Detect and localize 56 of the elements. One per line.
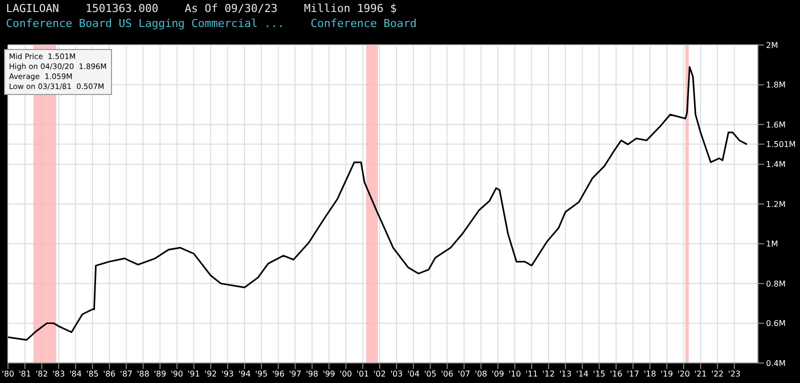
x-tick-label: '97	[288, 370, 302, 379]
chart-subtitle: Conference Board US Lagging Commercial ... Conference Board	[5, 17, 418, 31]
y-tick-label: 1.501M	[766, 140, 796, 150]
x-tick-label: '95	[255, 370, 268, 379]
x-tick-label: '17	[626, 370, 640, 379]
chart-title: LAGILOAN 1501363.000 As Of 09/30/23 Million 1996 $	[5, 1, 398, 17]
x-tick-label: '23	[728, 370, 741, 379]
x-tick-label: '80	[2, 370, 14, 379]
x-tick-label: '89	[154, 370, 166, 379]
x-tick-label: '81	[18, 370, 32, 379]
x-tick-label: '09	[492, 370, 504, 379]
x-tick-label: '88	[136, 370, 150, 379]
x-tick-label: '94	[238, 370, 251, 379]
x-tick-label: '22	[711, 370, 724, 379]
x-tick-label: '98	[306, 370, 318, 379]
x-tick-label: '93	[221, 370, 234, 379]
x-tick-label: '10	[508, 370, 521, 379]
x-tick-label: '13	[559, 370, 572, 379]
y-tick-label: 1M	[766, 240, 778, 249]
x-tick-label: '18	[644, 370, 656, 379]
x-tick-label: '02	[373, 370, 386, 379]
x-tick-label: '87	[120, 370, 132, 379]
x-tick-label: '85	[86, 370, 99, 379]
x-tick-label: '04	[407, 370, 420, 379]
x-tick-label: '19	[660, 370, 673, 379]
x-tick-label: '15	[593, 370, 606, 379]
x-tick-label: '20	[677, 370, 690, 379]
x-tick-label: '11	[525, 370, 538, 379]
x-tick-label: '99	[322, 370, 336, 379]
x-tick-label: '01	[356, 370, 369, 379]
y-tick-label: 2M	[766, 40, 778, 50]
y-tick-label: 1.2M	[766, 200, 786, 209]
y-tick-label: 0.4M	[766, 358, 786, 368]
x-tick-label: '14	[576, 370, 589, 379]
x-tick-label: '21	[694, 370, 707, 379]
x-tick-label: '06	[440, 370, 454, 379]
x-tick-label: '96	[272, 370, 284, 379]
x-tick-label: '08	[474, 370, 488, 379]
x-tick-label: '00	[340, 370, 352, 379]
x-tick-label: '82	[36, 370, 48, 379]
x-tick-label: '90	[170, 370, 184, 379]
x-tick-label: '03	[390, 370, 403, 379]
x-tick-label: '16	[610, 370, 622, 379]
y-tick-label: 1.4M	[766, 160, 786, 170]
x-tick-label: '92	[204, 370, 217, 379]
x-tick-label: '91	[188, 370, 200, 379]
x-tick-label: '05	[424, 370, 436, 379]
x-tick-label: '86	[103, 370, 116, 379]
x-tick-label: '07	[458, 370, 470, 379]
x-tick-label: '83	[52, 370, 65, 379]
y-tick-label: 1.8M	[766, 80, 786, 90]
y-tick-label: 0.6M	[766, 319, 786, 328]
x-tick-label: '84	[69, 370, 82, 379]
x-tick-label: '12	[542, 370, 555, 379]
y-tick-label: 0.8M	[766, 279, 786, 288]
y-tick-label: 1.6M	[766, 120, 786, 130]
